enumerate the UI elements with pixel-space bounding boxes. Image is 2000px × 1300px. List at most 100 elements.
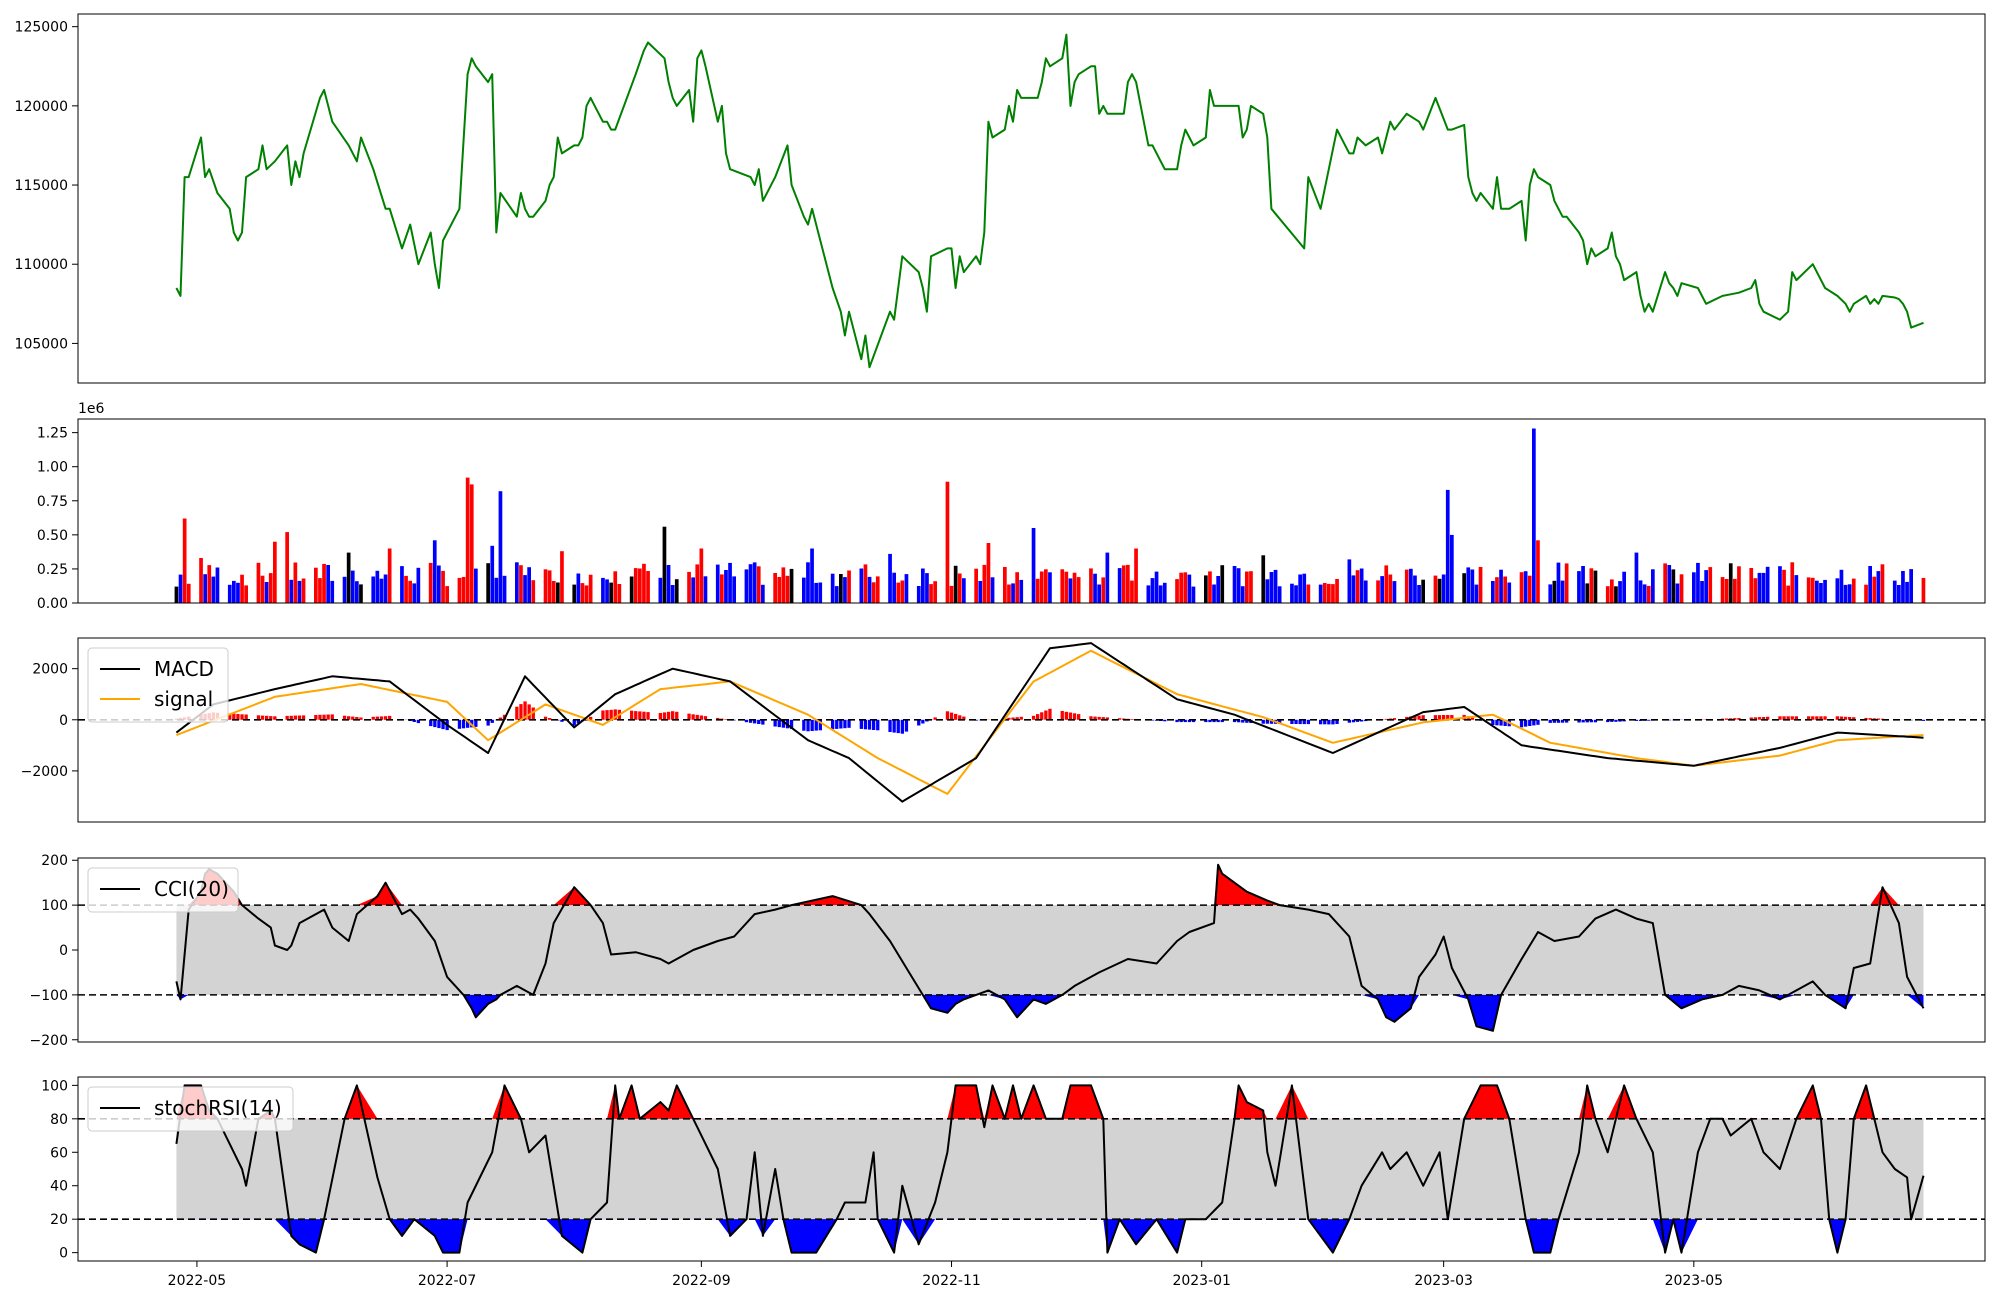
- volume-ytick-label: 0.00: [37, 596, 68, 612]
- volume-bar: [186, 583, 191, 603]
- volume-bar: [1208, 571, 1212, 603]
- volume-bar: [547, 570, 552, 603]
- macd-histogram-bar: [1036, 714, 1040, 720]
- volume-ytick-label: 0.50: [37, 528, 68, 544]
- volume-bar: [556, 582, 560, 603]
- macd-histogram-bar: [1499, 719, 1503, 726]
- volume-bar: [1175, 579, 1179, 603]
- volume-bar: [814, 582, 818, 603]
- volume-bar: [1593, 570, 1598, 603]
- macd-histogram-bar: [1864, 717, 1868, 720]
- volume-bar: [1240, 586, 1245, 603]
- volume-offset-label: 1e6: [78, 401, 105, 417]
- macd-histogram-bar: [1421, 715, 1425, 720]
- macd-histogram-bar: [515, 706, 519, 720]
- macd-histogram-bar: [1909, 719, 1913, 721]
- macd-histogram-bar: [1766, 716, 1770, 720]
- volume-bar: [806, 562, 810, 603]
- macd-histogram-bar: [1778, 716, 1782, 720]
- macd-histogram-bar: [1761, 717, 1766, 720]
- macd-histogram-bar: [416, 719, 420, 724]
- macd-histogram-bar: [900, 719, 904, 734]
- macd-histogram-bar: [1245, 719, 1249, 723]
- macd-histogram-bar: [1089, 716, 1093, 720]
- macd-panel: −2000 0 2000 MACD signal: [21, 637, 1986, 823]
- volume-bar: [1847, 584, 1852, 603]
- volume-bar: [1556, 562, 1561, 603]
- volume-bar: [379, 578, 384, 603]
- macd-histogram-bar: [1577, 719, 1581, 723]
- volume-bar: [1039, 571, 1044, 603]
- volume-bar: [1749, 568, 1754, 603]
- volume-bar: [666, 565, 671, 603]
- macd-histogram-bar: [748, 719, 753, 723]
- volume-bar: [1450, 534, 1454, 603]
- macd-histogram-bar: [716, 717, 720, 720]
- stoch-ytick-label: 0: [59, 1246, 68, 1262]
- volume-bar: [633, 568, 638, 603]
- macd-histogram-bar: [1392, 718, 1397, 720]
- macd-histogram-bar: [1843, 716, 1848, 720]
- volume-bar: [1614, 586, 1618, 603]
- volume-bar: [1404, 569, 1409, 603]
- stoch-legend-label: stochRSI(14): [154, 1096, 282, 1120]
- macd-histogram-bar: [601, 710, 605, 720]
- volume-bar: [1031, 528, 1036, 603]
- macd-histogram-bar: [695, 714, 699, 720]
- volume-bar: [1470, 569, 1475, 603]
- volume-bar: [1634, 552, 1639, 603]
- volume-bar: [1232, 566, 1237, 603]
- volume-bar: [1708, 567, 1713, 603]
- macd-histogram-bar: [781, 719, 785, 728]
- volume-bar: [1560, 580, 1565, 603]
- volume-bar: [1880, 564, 1885, 603]
- macd-histogram-bar: [658, 713, 662, 720]
- cci-legend-label: CCI(20): [154, 877, 229, 901]
- macd-histogram-bar: [1495, 719, 1499, 726]
- volume-bar: [236, 582, 240, 603]
- macd-histogram-bar: [437, 719, 441, 729]
- volume-bar: [1044, 569, 1048, 603]
- volume-bar: [490, 545, 495, 603]
- volume-bar: [240, 574, 244, 603]
- volume-bar: [921, 568, 925, 603]
- macd-histogram-bar: [232, 713, 236, 720]
- volume-bar: [400, 566, 404, 603]
- macd-histogram-bar: [498, 717, 503, 720]
- volume-bar: [232, 580, 236, 603]
- volume-bar: [1409, 568, 1413, 603]
- macd-histogram-bar: [1237, 719, 1241, 723]
- macd-legend-label: signal: [154, 687, 213, 711]
- macd-histogram-bar: [638, 711, 642, 720]
- volume-bar: [1421, 579, 1425, 603]
- volume-bar: [1921, 577, 1926, 603]
- volume-bar: [900, 580, 905, 603]
- volume-bar: [1335, 579, 1339, 603]
- macd-histogram-bar: [630, 710, 634, 720]
- macd-histogram-bar: [892, 719, 896, 733]
- volume-bar: [925, 573, 929, 603]
- macd-histogram-bar: [1536, 719, 1540, 725]
- macd-histogram-bar: [1179, 719, 1183, 723]
- stoch-legend: [87, 1086, 294, 1132]
- macd-histogram-bar: [1733, 718, 1737, 720]
- stoch-ytick-label: 40: [50, 1179, 68, 1195]
- macd-ytick-label: 2000: [32, 662, 68, 678]
- volume-bar: [1388, 574, 1393, 603]
- volume-bar: [1445, 489, 1450, 603]
- macd-histogram-bar: [613, 709, 617, 720]
- volume-bar: [601, 577, 605, 603]
- macd-histogram-bar: [560, 719, 564, 722]
- x-tick-label: 2023-01: [1172, 1273, 1231, 1289]
- volume-ytick-label: 1.25: [37, 426, 68, 442]
- volume-bar: [350, 570, 355, 603]
- macd-histogram-bar: [1593, 719, 1598, 723]
- macd-histogram-bar: [256, 715, 261, 720]
- macd-histogram-bar: [1606, 719, 1610, 723]
- volume-bar: [1700, 581, 1704, 603]
- volume-bar: [551, 581, 556, 603]
- volume-bar: [1294, 585, 1298, 603]
- macd-histogram-bar: [265, 715, 269, 720]
- macd-histogram-bar: [1503, 719, 1507, 726]
